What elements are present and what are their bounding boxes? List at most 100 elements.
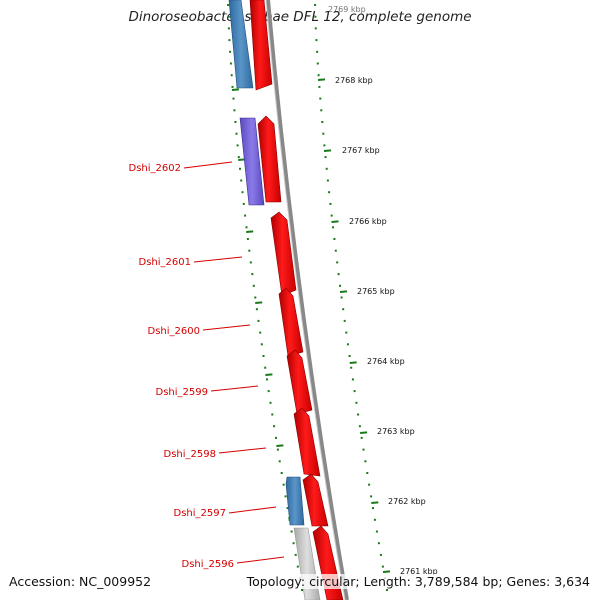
outer-ring-minor-tick bbox=[315, 39, 318, 42]
scale-label: 2763 kbp bbox=[377, 427, 415, 436]
outer-ring-minor-tick bbox=[379, 553, 382, 556]
inner-ring-minor-tick bbox=[246, 238, 249, 240]
outer-ring-minor-tick bbox=[340, 296, 343, 299]
outer-ring-minor-tick bbox=[366, 472, 369, 474]
inner-ring-minor-tick bbox=[262, 355, 265, 357]
scale-label: 2769 kbp bbox=[328, 5, 366, 14]
scale-label: 2764 kbp bbox=[367, 357, 405, 366]
outer-ring-minor-tick bbox=[362, 448, 365, 451]
inner-ring-minor-tick bbox=[239, 167, 241, 170]
inner-ring-minor-tick bbox=[278, 460, 281, 463]
reverse-cds-feature[interactable] bbox=[228, 0, 254, 89]
outer-ring-minor-tick bbox=[318, 85, 321, 88]
forward-cds-feature[interactable] bbox=[286, 349, 313, 415]
gene-label[interactable]: Dshi_2597 bbox=[174, 508, 226, 519]
inner-ring-minor-tick bbox=[276, 448, 279, 451]
inner-ring-minor-tick bbox=[244, 214, 247, 217]
gene-label-leader bbox=[183, 161, 233, 169]
outer-ring-minor-tick bbox=[317, 74, 320, 77]
genome-backbone-highlight bbox=[265, 0, 346, 600]
outer-ring-minor-tick bbox=[357, 413, 360, 416]
gene-label[interactable]: Dshi_2601 bbox=[139, 257, 191, 268]
outer-ring-minor-tick bbox=[329, 202, 332, 205]
outer-ring-minor-tick bbox=[360, 436, 363, 439]
gene-label[interactable]: Dshi_2602 bbox=[129, 163, 181, 174]
outer-ring-minor-tick bbox=[339, 284, 342, 287]
inner-ring-minor-tick bbox=[234, 121, 237, 123]
outer-ring-minor-tick bbox=[322, 132, 325, 135]
scale-label: 2762 kbp bbox=[388, 497, 426, 506]
inner-ring-minor-tick bbox=[292, 542, 295, 545]
inner-ring-minor-tick bbox=[257, 319, 260, 322]
outer-tick-ring bbox=[314, 4, 391, 591]
inner-ring-minor-tick bbox=[237, 156, 240, 159]
inner-ring-minor-tick bbox=[252, 284, 255, 287]
reverse-cds-feature[interactable] bbox=[285, 476, 305, 526]
outer-ring-minor-tick bbox=[364, 460, 367, 463]
inner-ring-minor-tick bbox=[266, 378, 268, 381]
forward-cds-feature[interactable] bbox=[270, 211, 297, 297]
inner-ring-minor-tick bbox=[271, 413, 274, 416]
inner-ring-minor-tick bbox=[282, 483, 285, 486]
outer-ring-minor-tick bbox=[346, 343, 349, 346]
inner-ring-minor-tick bbox=[230, 74, 233, 77]
gene-label[interactable]: Dshi_2600 bbox=[148, 326, 200, 337]
outer-ring-minor-tick bbox=[375, 530, 378, 533]
inner-ring-minor-tick bbox=[286, 507, 289, 510]
gene-label-leader bbox=[236, 556, 285, 564]
inner-ring-minor-tick bbox=[294, 553, 297, 556]
inner-ring-minor-tick bbox=[267, 390, 270, 393]
outer-ring-minor-tick bbox=[336, 261, 339, 264]
inner-ring-minor-tick bbox=[254, 296, 257, 299]
outer-ring-minor-tick bbox=[381, 565, 384, 568]
outer-ring-major-tick bbox=[339, 290, 348, 293]
outer-ring-minor-tick bbox=[343, 319, 346, 322]
map-title: Dinoroseobacter shibae DFL 12, complete … bbox=[128, 9, 472, 25]
outer-ring-major-tick bbox=[317, 78, 326, 81]
misc-feature[interactable] bbox=[239, 117, 265, 206]
outer-ring-minor-tick bbox=[353, 390, 356, 393]
inner-ring-minor-tick bbox=[301, 589, 303, 591]
outer-ring-major-tick bbox=[331, 220, 339, 223]
outer-ring-minor-tick bbox=[348, 355, 351, 357]
gene-label[interactable]: Dshi_2599 bbox=[156, 387, 208, 398]
outer-ring-minor-tick bbox=[316, 50, 319, 53]
forward-cds-feature[interactable] bbox=[302, 473, 329, 527]
inner-ring-minor-tick bbox=[275, 436, 277, 439]
forward-cds-feature[interactable] bbox=[249, 0, 273, 91]
inner-ring-minor-tick bbox=[251, 273, 254, 276]
outer-ring-minor-tick bbox=[320, 109, 323, 112]
outer-ring-minor-tick bbox=[372, 507, 374, 510]
outer-ring-minor-tick bbox=[330, 214, 333, 217]
outer-ring-minor-tick bbox=[314, 27, 317, 30]
outer-ring-minor-tick bbox=[333, 238, 336, 240]
outer-ring-minor-tick bbox=[334, 249, 337, 252]
scale-label: 2767 kbp bbox=[342, 146, 380, 155]
inner-ring-minor-tick bbox=[235, 132, 238, 135]
forward-cds-feature[interactable] bbox=[257, 115, 282, 203]
forward-cds-feature[interactable] bbox=[293, 407, 321, 477]
inner-ring-minor-tick bbox=[231, 85, 234, 88]
outer-ring-minor-tick bbox=[319, 97, 322, 100]
outer-ring-major-tick bbox=[360, 431, 368, 434]
outer-ring-minor-tick bbox=[326, 179, 329, 182]
gene-label[interactable]: Dshi_2596 bbox=[182, 559, 234, 570]
outer-ring-minor-tick bbox=[358, 425, 361, 428]
forward-cds-feature[interactable] bbox=[278, 287, 304, 357]
inner-ring-minor-tick bbox=[240, 179, 243, 182]
outer-ring-minor-tick bbox=[373, 518, 376, 521]
inner-ring-major-tick bbox=[246, 230, 254, 233]
inner-ring-minor-tick bbox=[241, 191, 244, 194]
outer-ring-minor-tick bbox=[332, 226, 334, 229]
outer-ring-minor-tick bbox=[351, 378, 354, 381]
inner-ring-major-tick bbox=[276, 444, 284, 447]
gene-label[interactable]: Dshi_2598 bbox=[164, 449, 216, 460]
gene-label-leader bbox=[218, 447, 267, 454]
inner-ring-minor-tick bbox=[242, 202, 245, 205]
inner-ring-minor-tick bbox=[260, 343, 263, 346]
genome-summary-text: Topology: circular; Length: 3,789,584 bp… bbox=[246, 574, 590, 589]
outer-ring-minor-tick bbox=[350, 366, 353, 369]
gene-label-leader bbox=[193, 256, 243, 263]
inner-ring-minor-tick bbox=[233, 109, 236, 112]
